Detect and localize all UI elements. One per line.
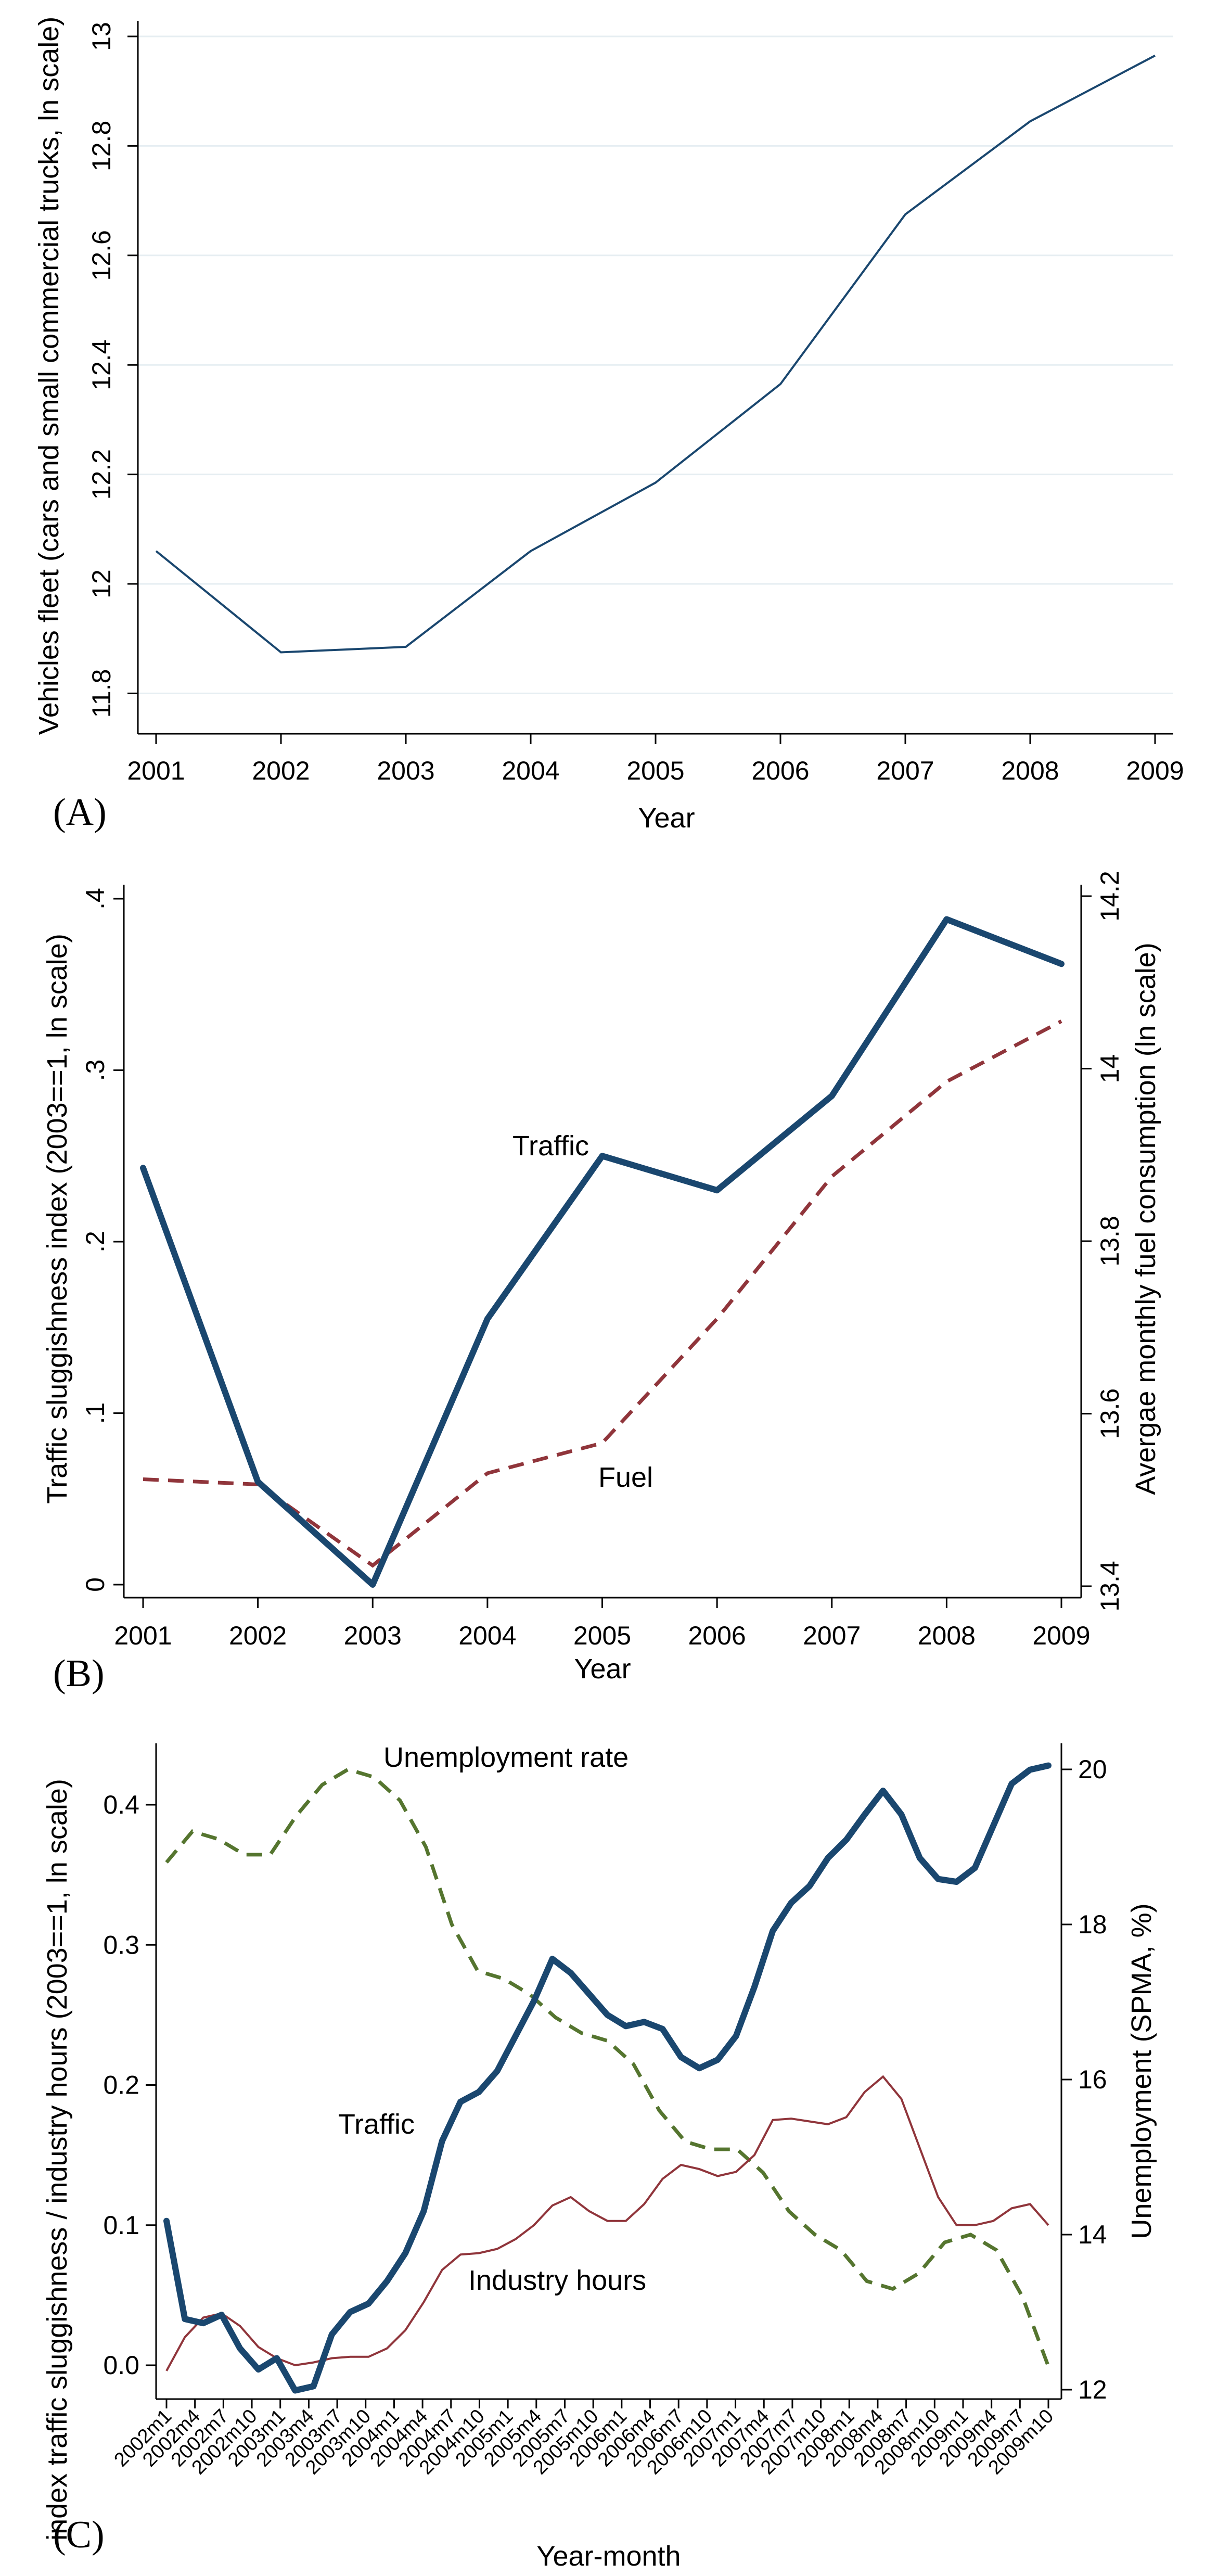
panel-b-x-tick-label: 2005 (573, 1621, 631, 1650)
panel-c-right-y-axis-title: Unemployment (SPMA, %) (1126, 1903, 1157, 2239)
panel-a-x-tick-label: 2003 (377, 756, 434, 785)
panel-a-x-tick-label: 2007 (876, 756, 934, 785)
panel-b-x-tick-label: 2007 (803, 1621, 861, 1650)
panel-b-x-axis-title: Year (574, 1653, 631, 1685)
panel-c-chart: 0.0 0.1 0.2 0.3 0.4 12 14 16 18 20 2002m12002m42… (42, 1742, 1157, 2572)
panel-a-x-tick-label: 2008 (1001, 756, 1059, 785)
panel-c-right-y-tick-label: 20 (1078, 1755, 1107, 1784)
panel-c-right-y-tick-label: 18 (1078, 1910, 1107, 1939)
panel-a-y-tick-label: 12.8 (87, 121, 116, 171)
panel-a-x-tick-label: 2002 (252, 756, 310, 785)
panel-c-traffic-line (163, 1762, 1052, 2394)
panel-b-fuel-line (143, 1019, 1062, 1568)
panel-b-left-y-tick-label: .1 (81, 1402, 110, 1424)
panel-b-x-tick-label: 2004 (458, 1621, 516, 1650)
panel-a-y-tick-label: 13 (87, 22, 116, 51)
panel-c-right-y-tick-label: 16 (1078, 2065, 1107, 2094)
panel-c-traffic-annotation: Traffic (338, 2109, 415, 2140)
panel-a-label: (A) (53, 791, 107, 834)
panel-c-right-y-tick-label: 12 (1078, 2375, 1107, 2404)
panel-a-y-axis-title: Vehicles fleet (cars and small commercia… (33, 17, 65, 735)
panel-c-industry-annotation: Industry hours (468, 2265, 646, 2296)
panel-c-industry-hours-line (165, 2075, 1049, 2371)
panel-b-right-y-axis-title: Avergae monthly fuel consumption (ln sca… (1130, 942, 1161, 1495)
panel-b-x-tick-label: 2003 (344, 1621, 402, 1650)
panel-a-x-tick-label: 2009 (1126, 756, 1184, 785)
panel-b-left-y-tick-label: .2 (81, 1231, 110, 1253)
panel-b-x-ticks: 2001 2002 2003 2004 2005 2006 2007 2008 2009 (114, 1598, 1091, 1650)
panel-c-right-y-tick-label: 14 (1078, 2220, 1107, 2249)
panel-c-x-axis-title: Year-month (536, 2541, 681, 2572)
panel-a-x-tick-label: 2006 (751, 756, 809, 785)
panel-b-x-tick-label: 2002 (229, 1621, 287, 1650)
panel-b-right-y-tick-label: 14.2 (1095, 871, 1124, 921)
panel-c-unemployment-annotation: Unemployment rate (383, 1742, 629, 1773)
panel-c-left-y-tick-label: 0.3 (103, 1930, 139, 1959)
panel-c-left-y-ticks: 0.0 0.1 0.2 0.3 0.4 (103, 1790, 156, 2380)
panel-a-vehicles-line (155, 55, 1156, 654)
panel-b-x-tick-label: 2001 (114, 1621, 172, 1650)
panel-b-right-y-tick-label: 13.6 (1095, 1388, 1124, 1439)
panel-b-traffic-line (140, 916, 1065, 1588)
panel-a-series (155, 55, 1156, 654)
panel-a-y-tick-label: 12 (87, 569, 116, 598)
panel-b-left-y-tick-label: .3 (81, 1060, 110, 1081)
panel-b-traffic-annotation: Traffic (512, 1130, 589, 1162)
panel-b-series (140, 916, 1065, 1588)
panel-b-x-tick-label: 2006 (688, 1621, 746, 1650)
panel-c-left-y-tick-label: 0.0 (103, 2351, 139, 2380)
panel-c-left-y-axis-title: index traffic sluggishness / industry ho… (42, 1779, 73, 2541)
panel-c-left-y-tick-label: 0.2 (103, 2071, 139, 2100)
panel-c-left-y-tick-label: 0.4 (103, 1790, 139, 1819)
panel-c-x-ticks: 2002m12002m42002m72002m102003m12003m4200… (110, 2399, 1058, 2479)
panel-b-label: (B) (53, 1652, 105, 1695)
panel-a-y-tick-label: 11.8 (87, 669, 116, 718)
panel-b-x-tick-label: 2009 (1032, 1621, 1090, 1650)
panel-c-left-y-tick-label: 0.1 (103, 2211, 139, 2240)
panel-a-y-tick-label: 12.6 (87, 230, 116, 280)
panel-a-x-tick-label: 2005 (626, 756, 684, 785)
panel-a-y-tick-label: 12.4 (87, 340, 116, 390)
panel-c-series (163, 1762, 1052, 2394)
panel-c-right-y-ticks: 12 14 16 18 20 (1061, 1755, 1107, 2404)
panel-b-left-y-ticks: 0 .1 .2 .3 .4 (81, 888, 124, 1592)
panel-b-fuel-annotation: Fuel (598, 1462, 653, 1493)
panel-b-left-y-tick-label: .4 (81, 888, 110, 910)
panel-a-x-ticks: 2001 2002 2003 2004 2005 2006 2007 2008 2009 (127, 734, 1184, 785)
panel-b-right-y-ticks: 13.4 13.6 13.8 14 14.2 (1081, 871, 1124, 1612)
panel-a-x-tick-label: 2004 (502, 756, 559, 785)
panel-a-gridlines (138, 35, 1173, 694)
panel-a-x-axis-title: Year (638, 802, 695, 834)
panel-b-right-y-tick-label: 13.4 (1095, 1561, 1124, 1611)
panel-a-y-tick-label: 12.2 (87, 449, 116, 500)
panel-a-y-ticks: 11.8 12 12.2 12.4 12.6 12.8 13 (87, 22, 138, 718)
panel-b-right-y-tick-label: 14 (1095, 1054, 1124, 1083)
panel-b-right-y-tick-label: 13.8 (1095, 1216, 1124, 1266)
panel-c-label: (C) (53, 2514, 105, 2556)
panel-b-x-tick-label: 2008 (918, 1621, 976, 1650)
panel-a-x-tick-label: 2001 (127, 756, 185, 785)
panel-b-left-y-axis-title: Traffic sluggishness index (2003==1, ln … (42, 934, 73, 1504)
panel-b-left-y-tick-label: 0 (81, 1577, 110, 1592)
